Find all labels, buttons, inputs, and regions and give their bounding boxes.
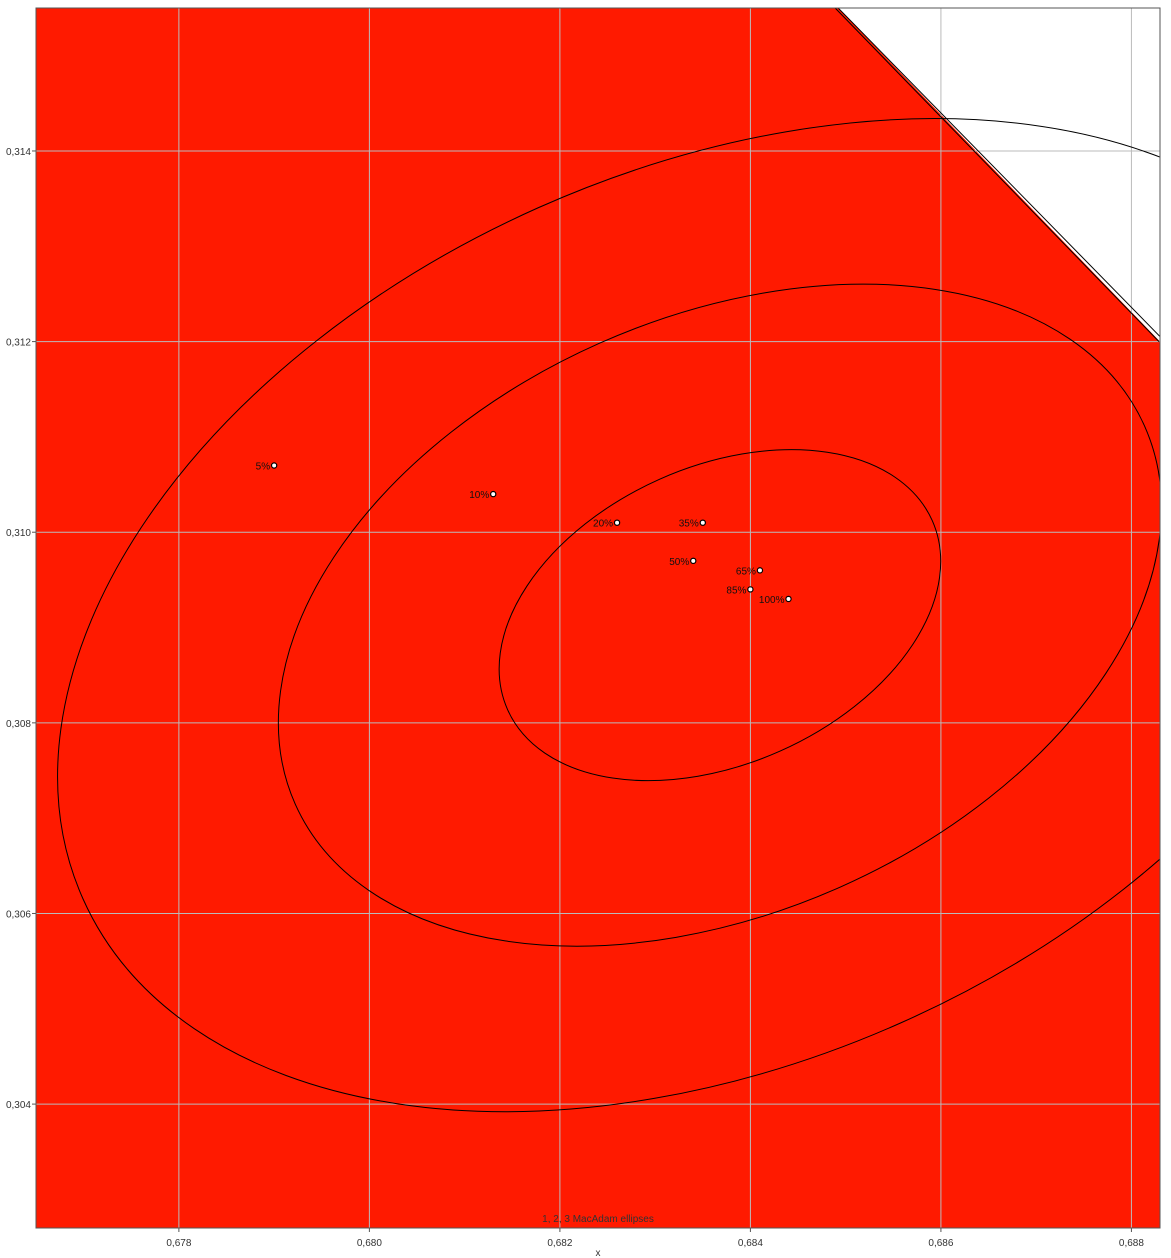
x-tick-label: 0,678 — [166, 1238, 191, 1249]
data-point-label: 10% — [469, 490, 489, 501]
data-point-label: 35% — [679, 519, 699, 530]
macadam-ellipse-1 — [498, 449, 942, 782]
data-point — [613, 519, 621, 526]
gamut-boundary-line — [837, 8, 1160, 338]
data-point — [690, 557, 697, 565]
x-axis-ticks: 0,678 0,680 0,682 0,684 0,686 0,688 — [166, 1228, 1144, 1249]
data-point-label: 65% — [736, 566, 756, 577]
x-tick-label: 0,684 — [738, 1238, 763, 1249]
x-tick-label: 0,688 — [1119, 1238, 1144, 1249]
y-tick-label: 0,310 — [6, 528, 31, 539]
outside-gamut-region — [838, 8, 1160, 342]
x-tick-label: 0,686 — [928, 1238, 953, 1249]
data-point — [747, 586, 754, 593]
data-point-label: 85% — [726, 585, 746, 596]
x-tick-label: 0,680 — [357, 1238, 382, 1249]
gamut-boundary-line — [834, 8, 1160, 342]
y-tick-label: 0,312 — [6, 338, 31, 349]
data-point — [699, 519, 706, 526]
x-axis-label: x — [596, 1248, 601, 1258]
data-point — [756, 567, 764, 574]
y-tick-label: 0,308 — [6, 719, 31, 730]
data-point — [270, 462, 278, 469]
data-point-label: 100% — [759, 595, 785, 606]
macadam-ellipse-2 — [277, 283, 1160, 947]
y-tick-label: 0,314 — [6, 147, 31, 158]
grid-lines — [36, 8, 1160, 1228]
data-point-label: 50% — [669, 557, 689, 568]
data-point — [490, 490, 497, 498]
y-axis-ticks: 0,304 0,306 0,308 0,310 0,312 0,314 — [6, 147, 36, 1111]
data-points: 5% 10% 20% 35% 50% 65% 85% 100% — [256, 462, 792, 606]
y-tick-label: 0,304 — [6, 1100, 31, 1111]
y-tick-label: 0,306 — [6, 909, 31, 920]
data-point — [785, 595, 792, 603]
chart-annotation: 1, 2, 3 MacAdam ellipses — [542, 1214, 654, 1225]
plot-frame — [35, 7, 1161, 1229]
data-point-label: 5% — [256, 462, 271, 473]
plot-background — [36, 8, 1160, 1228]
data-point-label: 20% — [593, 519, 613, 530]
x-tick-label: 0,682 — [547, 1238, 572, 1249]
